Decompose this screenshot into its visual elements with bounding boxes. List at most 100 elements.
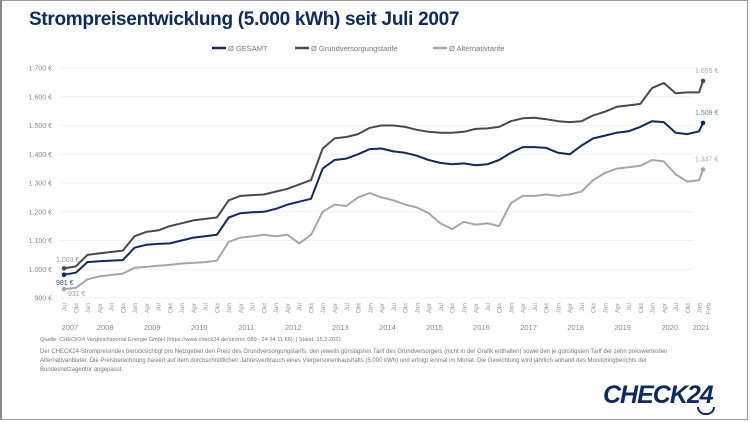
series-line bbox=[63, 80, 704, 270]
x-tick-label: Apr bbox=[144, 302, 151, 313]
x-tick-label: Jul bbox=[579, 302, 586, 311]
year-label: 2009 bbox=[144, 323, 161, 332]
x-tick-label: Jan bbox=[132, 303, 139, 314]
y-tick-label: 1.000 € bbox=[29, 267, 52, 274]
x-tick-label: Jan bbox=[320, 303, 327, 314]
check24-logo: CHECK24 bbox=[603, 381, 714, 409]
x-tick-label: Okt bbox=[685, 303, 692, 313]
x-tick-label: Okt bbox=[73, 303, 80, 313]
x-tick-label: Jan bbox=[461, 303, 468, 314]
x-tick-label: Apr bbox=[426, 302, 433, 313]
x-tick-label: Jan bbox=[367, 303, 374, 314]
x-tick-label: Apr bbox=[567, 302, 574, 313]
end-value-label: 1.655 € bbox=[695, 68, 718, 75]
x-tick-label: Jul bbox=[626, 302, 633, 311]
start-value-label: 1.003 € bbox=[56, 257, 79, 264]
x-tick-label: Okt bbox=[214, 303, 221, 313]
start-point bbox=[61, 272, 67, 278]
x-tick-label: Jan bbox=[179, 303, 186, 314]
end-point bbox=[700, 120, 706, 126]
end-point bbox=[700, 78, 706, 84]
year-label: 2017 bbox=[520, 323, 537, 332]
legend-label: Ø Alternativtarife bbox=[449, 44, 504, 53]
year-label: 2019 bbox=[614, 323, 631, 332]
x-tick-label: Apr bbox=[379, 302, 386, 313]
x-tick-label: Jul bbox=[297, 302, 304, 311]
x-tick-label: Jul bbox=[532, 302, 539, 311]
x-tick-label: Okt bbox=[356, 303, 363, 313]
x-tick-label: Apr bbox=[661, 302, 668, 313]
year-label: 2008 bbox=[97, 323, 114, 332]
x-tick-label: Jul bbox=[62, 302, 69, 311]
legend-label: Ø Grundversorgungstarife bbox=[311, 44, 398, 53]
x-tick-label: Jan bbox=[226, 303, 233, 314]
year-label: 2021 bbox=[693, 323, 710, 332]
y-tick-label: 1.600 € bbox=[29, 94, 52, 101]
year-label: 2012 bbox=[285, 323, 302, 332]
start-point bbox=[61, 286, 67, 292]
x-tick-label: Apr bbox=[332, 302, 339, 313]
x-tick-label: Jan bbox=[650, 303, 657, 314]
x-tick-label: Jan bbox=[85, 303, 92, 314]
x-tick-label: Jul bbox=[673, 302, 680, 311]
x-tick-label: Okt bbox=[450, 303, 457, 313]
year-label: 2020 bbox=[661, 323, 678, 332]
series-line bbox=[63, 120, 704, 276]
y-tick-label: 1.500 € bbox=[29, 123, 52, 130]
x-tick-label: Okt bbox=[167, 303, 174, 313]
x-tick-label: Apr bbox=[238, 302, 245, 313]
y-tick-label: 1.400 € bbox=[29, 152, 52, 159]
start-point bbox=[61, 266, 67, 271]
x-tick-label: Feb bbox=[706, 303, 713, 315]
year-label: 2011 bbox=[238, 323, 254, 332]
x-tick-label: Jan bbox=[273, 303, 280, 314]
x-tick-label: Jul bbox=[344, 302, 351, 311]
x-tick-label: Apr bbox=[97, 302, 104, 313]
x-tick-label: Apr bbox=[473, 302, 480, 313]
x-tick-label: Apr bbox=[614, 302, 621, 313]
year-label: 2015 bbox=[426, 323, 443, 332]
series-line bbox=[63, 159, 704, 291]
x-tick-label: Jul bbox=[250, 302, 257, 311]
x-tick-label: Jul bbox=[391, 302, 398, 311]
x-tick-label: Apr bbox=[191, 302, 198, 313]
x-tick-label: Apr bbox=[520, 302, 527, 313]
legend-label: Ø GESAMT bbox=[228, 44, 268, 53]
x-tick-label: Jan bbox=[697, 303, 704, 314]
y-tick-label: 1.200 € bbox=[29, 209, 52, 216]
start-value-label: 931 € bbox=[68, 291, 86, 298]
x-tick-label: Apr bbox=[285, 302, 292, 313]
year-label: 2007 bbox=[62, 323, 79, 332]
y-tick-label: 1.100 € bbox=[29, 238, 52, 245]
x-tick-label: Jul bbox=[485, 302, 492, 311]
year-label: 2014 bbox=[379, 323, 396, 332]
x-tick-label: Jul bbox=[203, 302, 210, 311]
y-tick-label: 1.700 € bbox=[29, 66, 52, 73]
description-note: Der CHECK24-Strompreisindex berücksichti… bbox=[40, 349, 668, 373]
x-tick-label: Okt bbox=[308, 303, 315, 313]
x-tick-label: Okt bbox=[403, 303, 410, 313]
y-tick-label: 1.300 € bbox=[29, 181, 52, 188]
end-point bbox=[700, 167, 706, 172]
year-label: 2018 bbox=[567, 323, 584, 332]
year-label: 2010 bbox=[191, 323, 208, 332]
end-value-label: 1.509 € bbox=[695, 110, 718, 117]
y-tick-label: 900 € bbox=[34, 296, 52, 303]
chart-title: Strompreisentwicklung (5.000 kWh) seit J… bbox=[29, 9, 460, 30]
start-value-label: 981 € bbox=[56, 280, 74, 287]
x-tick-label: Okt bbox=[591, 303, 598, 313]
x-tick-label: Okt bbox=[497, 303, 504, 313]
x-tick-label: Jan bbox=[555, 303, 562, 314]
end-value-label: 1.347 € bbox=[695, 156, 718, 163]
year-label: 2016 bbox=[473, 323, 490, 332]
x-tick-label: Jan bbox=[414, 303, 421, 314]
x-tick-label: Jul bbox=[438, 302, 445, 311]
year-label: 2013 bbox=[332, 323, 349, 332]
x-tick-label: Jan bbox=[508, 303, 515, 314]
x-tick-label: Okt bbox=[261, 303, 268, 313]
x-tick-label: Jul bbox=[156, 302, 163, 311]
x-tick-label: Jan bbox=[602, 303, 609, 314]
source-note: Quelle: CHECK24 Vergleichsportal Energie… bbox=[40, 337, 342, 343]
